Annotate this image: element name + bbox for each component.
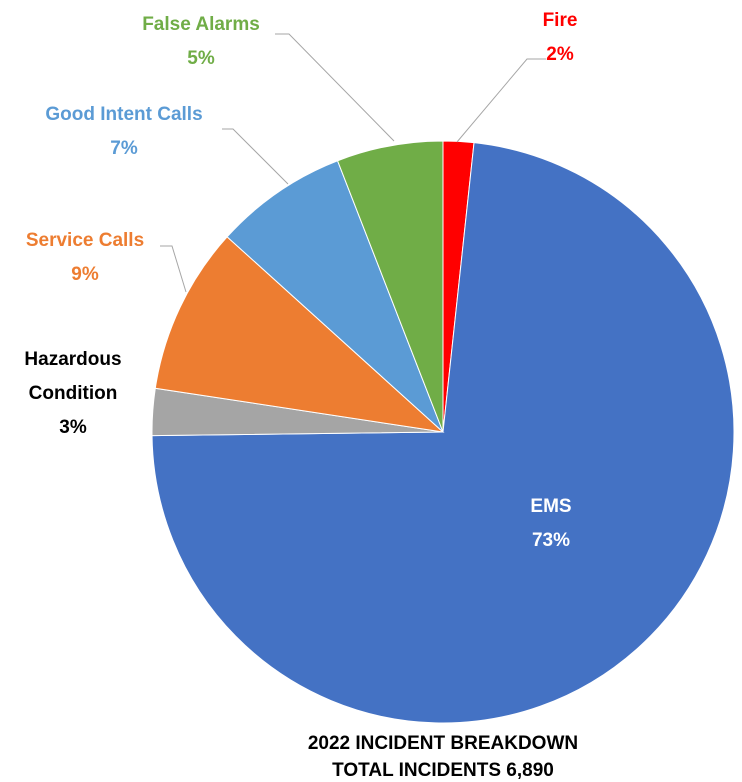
slice-percent-fire: 2% [546,44,574,65]
slice-label-ems: EMS [530,496,571,517]
slice-label-false-alarms: False Alarms [142,14,260,35]
pie-slice-service [154,236,445,433]
slice-percent-good-intent: 7% [110,138,138,159]
slice-label-hazardous-1: Hazardous [24,349,121,370]
slice-label-fire: Fire [543,10,578,31]
slice-percent-hazardous: 3% [59,417,87,438]
slice-percent-false-alarms: 5% [187,48,215,69]
slice-label-good-intent: Good Intent Calls [45,104,202,125]
slice-label-hazardous-2: Condition [29,383,118,404]
pie-slices [151,140,735,724]
chart-title-line1: 2022 INCIDENT BREAKDOWN [308,733,578,754]
pie-slice-false-alarms [336,140,444,433]
slice-percent-service: 9% [71,264,99,285]
leader-line-false-alarms [275,33,395,142]
leader-line-fire [456,58,546,143]
pie-slice-good-intent [226,160,444,433]
leader-line-service [160,245,187,293]
slice-labels: Fire 2% EMS 73% Hazardous Condition 3% Service … [24,10,577,551]
slice-percent-ems: 73% [532,530,570,551]
slice-label-service: Service Calls [26,230,144,251]
leader-lines [160,33,546,293]
chart-title-line2: TOTAL INCIDENTS 6,890 [332,760,554,781]
leader-line-good-intent [222,128,289,185]
pie-slice-ems [151,142,735,724]
